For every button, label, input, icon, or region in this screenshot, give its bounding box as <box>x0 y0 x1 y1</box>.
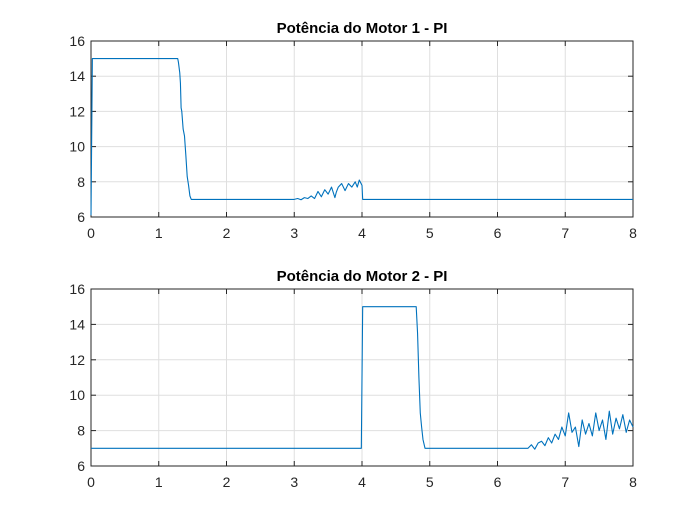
motor-1-x-tick-label: 5 <box>426 225 434 241</box>
motor-1-x-tick-label: 1 <box>155 225 163 241</box>
motor-2-y-tick-label: 8 <box>77 423 85 439</box>
motor-2-power-series-line <box>91 306 634 450</box>
motor-1-x-tick-label: 0 <box>87 225 95 241</box>
motor-2-y-tick-label: 12 <box>69 352 85 368</box>
motor-2-x-tick-label: 4 <box>358 474 366 490</box>
motor-2-y-tick-label: 10 <box>69 387 85 403</box>
motor-1-power-title: Potência do Motor 1 - PI <box>277 20 448 37</box>
motor-2-power-title: Potência do Motor 2 - PI <box>277 268 448 285</box>
motor-2-y-tick-label: 6 <box>77 458 85 474</box>
motor-1-y-tick-label: 10 <box>69 139 85 155</box>
motor-1-y-tick-label: 8 <box>77 174 85 190</box>
motor-2-x-tick-label: 8 <box>629 474 637 490</box>
motor-1-y-tick-label: 16 <box>69 33 85 49</box>
motor-2-x-tick-label: 6 <box>494 474 502 490</box>
motor-2-x-tick-label: 2 <box>223 474 231 490</box>
motor-1-y-tick-label: 14 <box>69 68 85 84</box>
motor-2-x-tick-label: 7 <box>561 474 569 490</box>
motor-1-y-tick-label: 12 <box>69 103 85 119</box>
motor-1-y-tick-label: 6 <box>77 209 85 225</box>
motor-2-x-tick-label: 5 <box>426 474 434 490</box>
motor-1-x-tick-label: 7 <box>561 225 569 241</box>
motor-1-x-tick-label: 3 <box>290 225 298 241</box>
motor-1-x-tick-label: 8 <box>629 225 637 241</box>
motor-2-y-tick-label: 16 <box>69 281 85 297</box>
motor-2-x-tick-label: 0 <box>87 474 95 490</box>
motor-1-x-tick-label: 2 <box>223 225 231 241</box>
motor-1-x-tick-label: 6 <box>494 225 502 241</box>
motor-2-x-tick-label: 3 <box>290 474 298 490</box>
motor-2-x-tick-label: 1 <box>155 474 163 490</box>
motor-1-x-tick-label: 4 <box>358 225 366 241</box>
motor-1-power-series-line <box>90 58 633 216</box>
motor-2-y-tick-label: 14 <box>69 316 85 332</box>
